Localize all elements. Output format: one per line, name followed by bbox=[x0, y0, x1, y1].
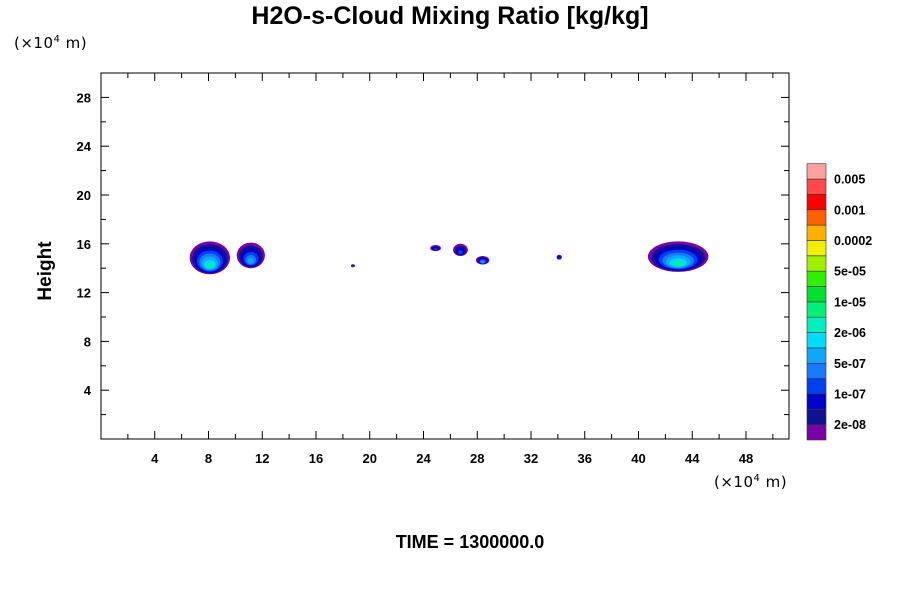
y-tick-label: 20 bbox=[77, 188, 91, 203]
x-tick-label: 16 bbox=[309, 451, 323, 466]
colorbar-label: 1e-05 bbox=[834, 295, 866, 309]
x-tick-label: 48 bbox=[739, 451, 753, 466]
colorbar-swatch bbox=[806, 301, 827, 318]
colorbar-swatch bbox=[806, 316, 827, 333]
x-tick-label: 12 bbox=[255, 451, 269, 466]
colorbar-swatch bbox=[806, 424, 827, 441]
cloud-contour bbox=[247, 258, 254, 264]
x-tick-label: 20 bbox=[363, 451, 377, 466]
colorbar-swatch bbox=[806, 163, 827, 180]
x-tick-label: 32 bbox=[524, 451, 538, 466]
cloud-contour bbox=[673, 261, 684, 267]
cloud-layer bbox=[189, 241, 709, 275]
cloud-contour bbox=[433, 248, 438, 251]
colorbar-swatch bbox=[806, 393, 827, 410]
plot-frame bbox=[100, 72, 790, 440]
x-tick-label: 36 bbox=[578, 451, 592, 466]
colorbar-swatch bbox=[806, 347, 827, 364]
colorbar-label: 2e-08 bbox=[834, 418, 866, 432]
colorbar-swatch bbox=[806, 286, 827, 303]
colorbar-label: 5e-05 bbox=[834, 265, 866, 279]
colorbar-swatch bbox=[806, 178, 827, 195]
y-tick-label: 24 bbox=[77, 139, 92, 154]
y-tick-label: 8 bbox=[84, 334, 91, 349]
x-tick-label: 44 bbox=[685, 451, 700, 466]
colorbar: 2e-08 1e-07 5e-07 2e-06 1e-05 5e-05 0.0002 0.00… bbox=[806, 163, 872, 441]
colorbar-label: 5e-07 bbox=[834, 357, 866, 371]
colorbar-swatch bbox=[806, 224, 827, 241]
colorbar-label: 0.001 bbox=[834, 203, 865, 217]
cloud-contour bbox=[481, 261, 485, 264]
x-tick-label: 40 bbox=[631, 451, 645, 466]
y-tick-label: 12 bbox=[77, 286, 91, 301]
x-axis-unit: (×104 m) bbox=[714, 473, 788, 491]
y-tick-label: 16 bbox=[77, 237, 91, 252]
x-tick-label: 4 bbox=[151, 451, 159, 466]
cloud-contour bbox=[352, 265, 354, 268]
chart-title: H2O-s-Cloud Mixing Ratio [kg/kg] bbox=[251, 2, 649, 30]
y-tick-label: 4 bbox=[84, 383, 92, 398]
colorbar-label: 1e-07 bbox=[834, 387, 866, 401]
y-tick-label: 28 bbox=[77, 90, 91, 105]
y-axis-ticks: 4 8 12 16 20 24 28 bbox=[77, 90, 789, 416]
x-tick-label: 28 bbox=[470, 451, 484, 466]
colorbar-label: 0.005 bbox=[834, 173, 865, 187]
colorbar-label: 2e-06 bbox=[834, 326, 866, 340]
x-tick-label: 8 bbox=[205, 451, 212, 466]
cloud-contour bbox=[558, 257, 561, 259]
cloud-contour bbox=[458, 250, 463, 255]
x-tick-label: 24 bbox=[416, 451, 431, 466]
colorbar-swatch bbox=[806, 270, 827, 287]
time-label: TIME = 1300000.0 bbox=[395, 532, 545, 552]
x-axis-ticks: 4 8 12 16 20 24 28 32 36 40 44 48 bbox=[127, 73, 774, 466]
colorbar-label: 0.0002 bbox=[834, 234, 872, 248]
colorbar-swatch bbox=[806, 332, 827, 349]
cloud-contour bbox=[206, 262, 214, 269]
colorbar-swatch bbox=[806, 408, 827, 425]
colorbar-swatch bbox=[806, 378, 827, 395]
colorbar-swatch bbox=[806, 240, 827, 257]
colorbar-swatch bbox=[806, 255, 827, 272]
colorbar-swatch bbox=[806, 362, 827, 379]
colorbar-swatch bbox=[806, 194, 827, 211]
y-axis-unit: (×104 m) bbox=[14, 34, 88, 52]
colorbar-swatch bbox=[806, 209, 827, 226]
